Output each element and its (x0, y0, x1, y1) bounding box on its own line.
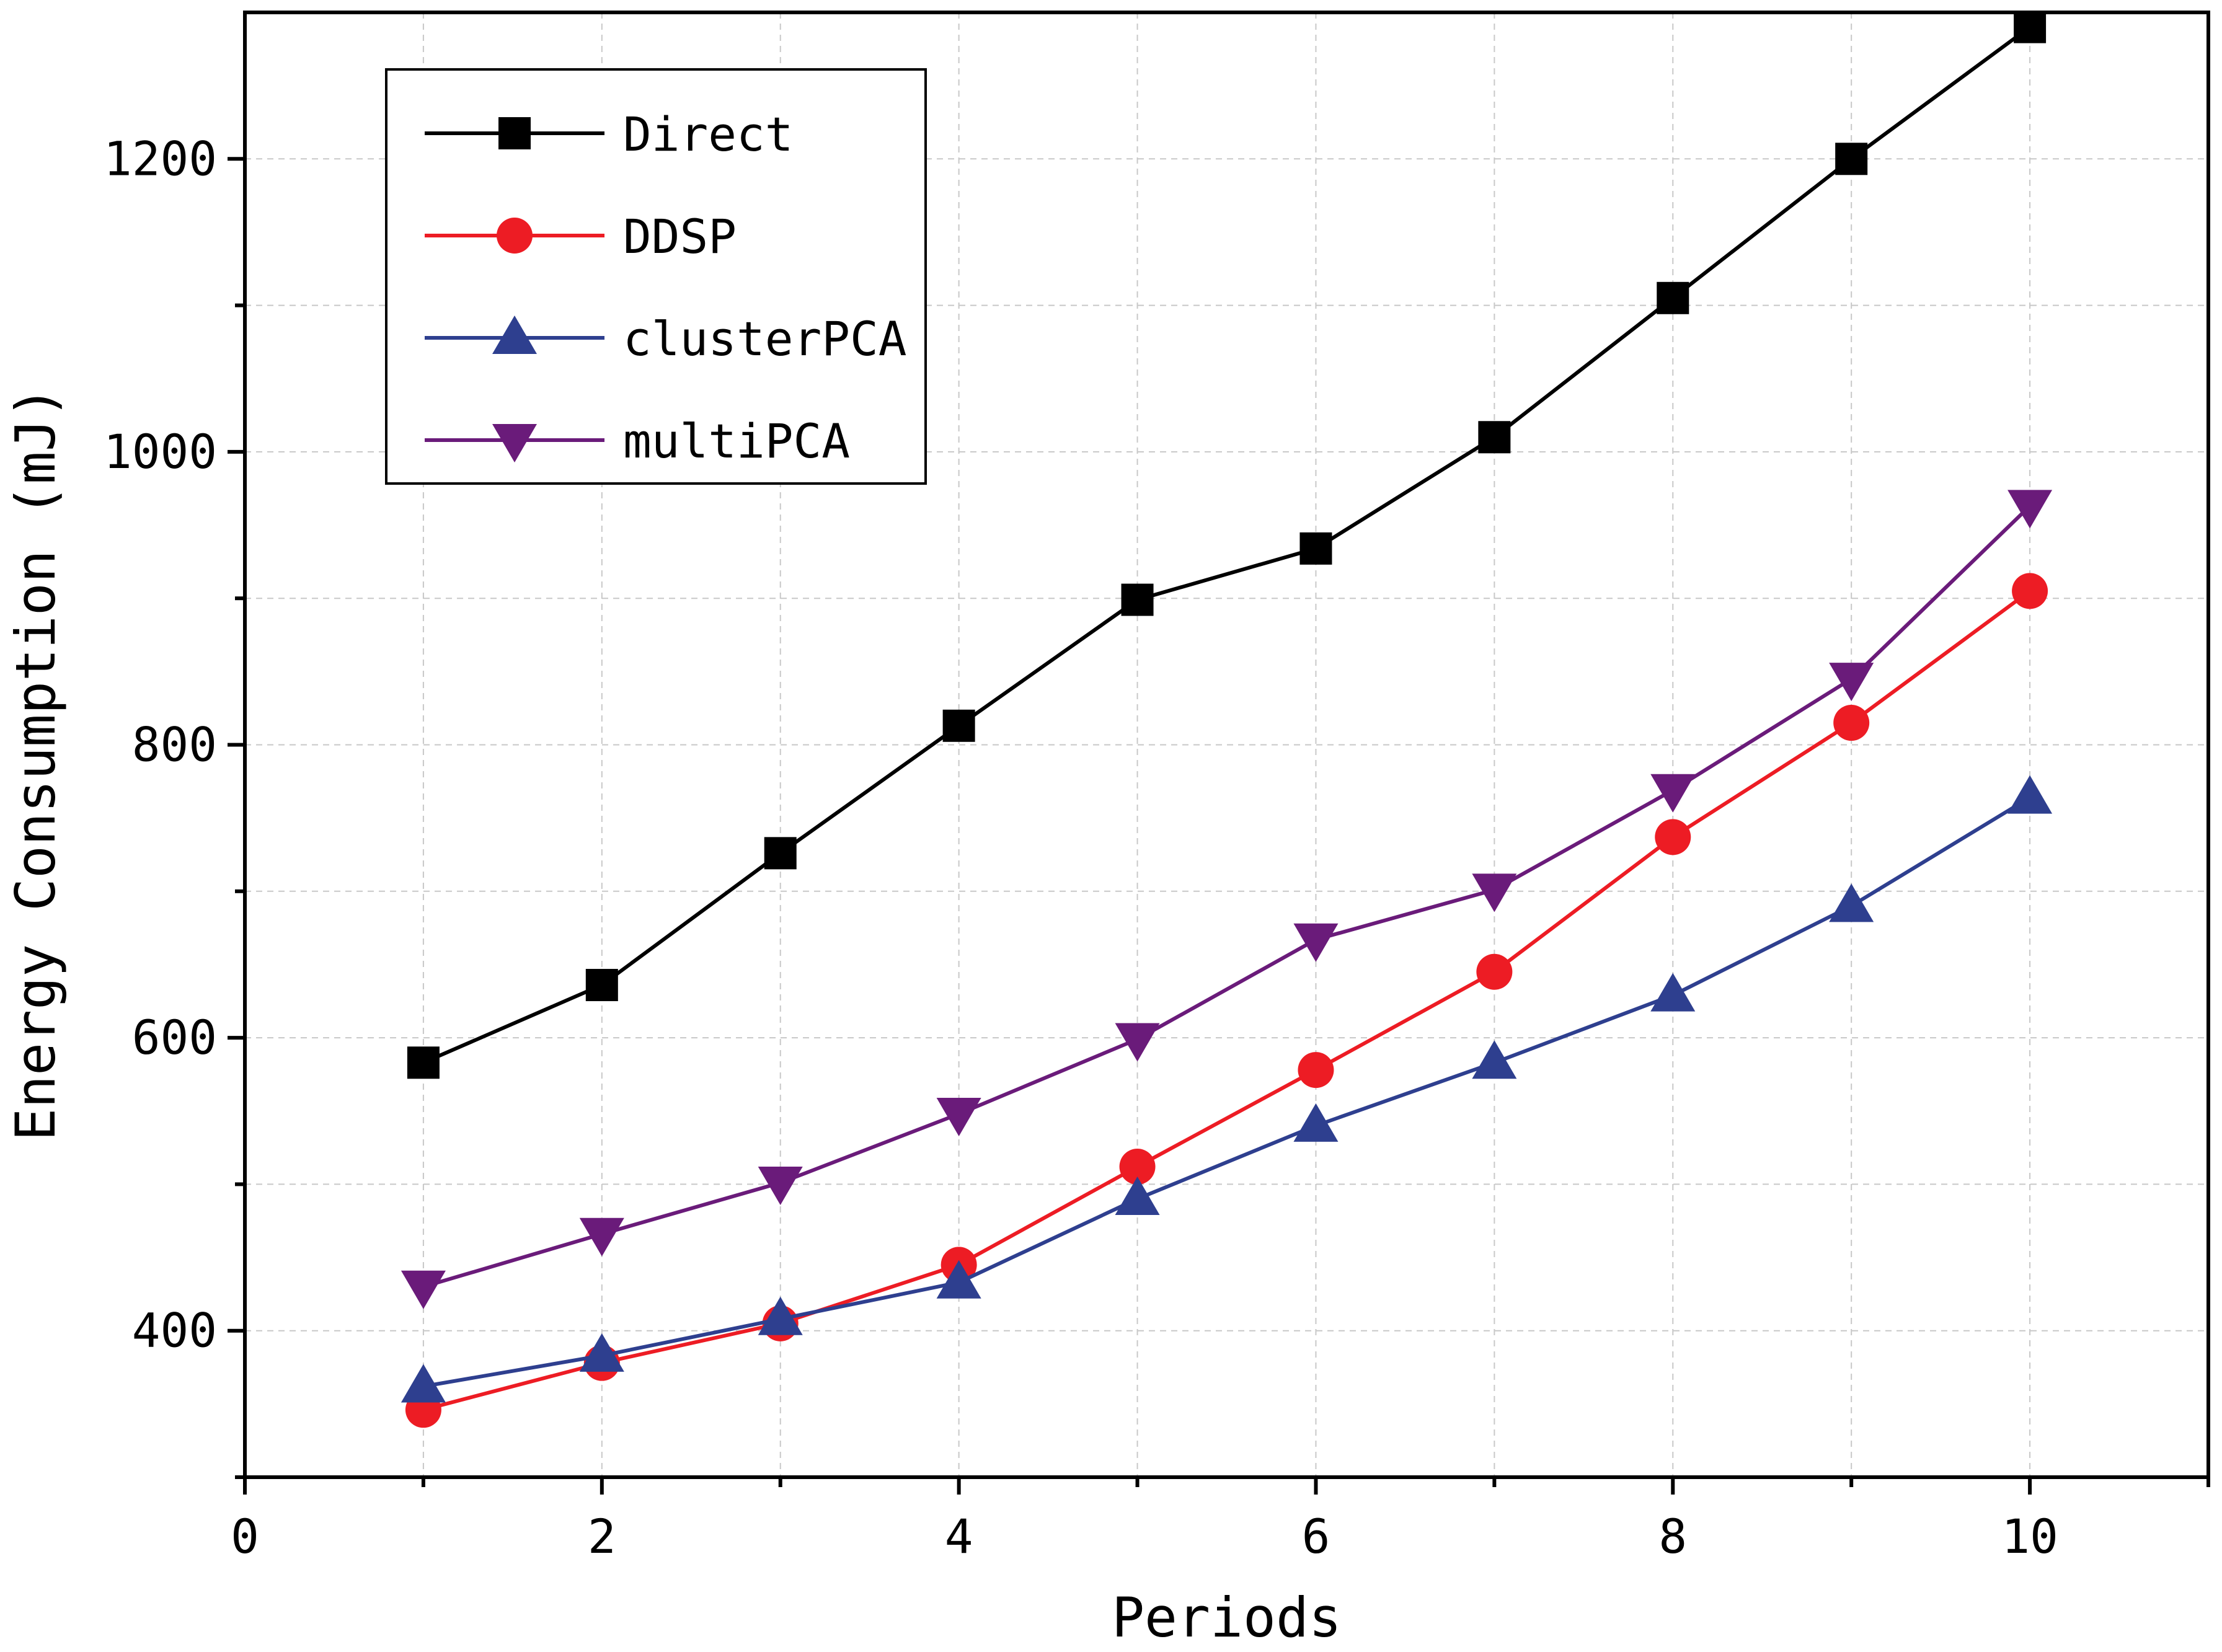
data-point-Direct (585, 969, 618, 1002)
data-point-multiPCA (1472, 873, 1517, 912)
data-point-clusterPCA (1829, 883, 1874, 922)
data-point-multiPCA (936, 1097, 981, 1136)
data-point-DDSP (1119, 1149, 1156, 1185)
data-point-clusterPCA (579, 1333, 624, 1372)
data-point-clusterPCA (1650, 973, 1696, 1012)
data-point-multiPCA (1829, 663, 1874, 702)
series-DDSP (405, 573, 2048, 1428)
data-point-Direct (764, 837, 797, 870)
data-point-multiPCA (758, 1167, 803, 1206)
data-point-DDSP (2012, 573, 2048, 609)
legend-box (385, 68, 927, 485)
data-point-DDSP (1655, 819, 1691, 855)
data-point-Direct (1478, 421, 1511, 454)
y-tick-label: 1000 (104, 424, 217, 479)
legend-label-clusterPCA: clusterPCA (623, 311, 907, 366)
x-tick-label: 0 (231, 1509, 259, 1564)
data-point-clusterPCA (1472, 1040, 1517, 1079)
legend-marker-clusterPCA (492, 316, 537, 354)
y-tick-label: 600 (132, 1010, 217, 1065)
data-point-Direct (942, 709, 975, 742)
data-point-multiPCA (2007, 490, 2053, 529)
data-point-multiPCA (1115, 1023, 1160, 1062)
data-point-multiPCA (579, 1217, 624, 1257)
legend-label-DDSP: DDSP (623, 209, 737, 264)
data-point-clusterPCA (401, 1364, 446, 1403)
data-point-clusterPCA (1293, 1103, 1339, 1142)
legend-marker-DDSP (497, 218, 533, 254)
data-point-multiPCA (1650, 774, 1696, 813)
series-line-multiPCA (423, 505, 2032, 1289)
data-point-Direct (1121, 583, 1154, 616)
data-point-multiPCA (401, 1270, 446, 1309)
series-clusterPCA (401, 775, 2053, 1403)
data-point-clusterPCA (1115, 1177, 1160, 1216)
data-point-Direct (1299, 532, 1332, 565)
data-point-Direct (1657, 281, 1689, 314)
data-point-clusterPCA (758, 1296, 803, 1335)
data-series (401, 11, 2053, 1428)
data-point-DDSP (1298, 1052, 1334, 1089)
data-point-Direct (407, 1046, 440, 1079)
data-point-clusterPCA (2007, 775, 2053, 814)
x-axis-title: Periods (1112, 1586, 1342, 1649)
legend: Direct DDSP clusterPCA multiPCA (385, 68, 927, 485)
data-point-Direct (1835, 143, 1868, 175)
x-tick-label: 2 (588, 1509, 616, 1564)
x-tick-label: 10 (2001, 1509, 2058, 1564)
data-point-DDSP (1833, 705, 1870, 741)
data-point-DDSP (1476, 953, 1513, 990)
y-tick-label: 800 (132, 717, 217, 772)
legend-marker-multiPCA (492, 424, 537, 462)
x-tick-label: 6 (1302, 1509, 1330, 1564)
x-tick-label: 8 (1658, 1509, 1687, 1564)
tick-marks: 0 2 4 6 8 10 400 600 800 1000 1200 (104, 131, 2210, 1564)
y-tick-label: 1200 (104, 131, 217, 186)
series-line-clusterPCA (423, 796, 2031, 1389)
legend-label-multiPCA: multiPCA (623, 413, 850, 469)
series-Direct (407, 11, 2047, 1079)
data-point-clusterPCA (936, 1260, 981, 1299)
y-axis-title: Energy Consumption (mJ) (4, 386, 68, 1141)
legend-marker-Direct (498, 117, 531, 149)
series-multiPCA (401, 490, 2053, 1309)
x-tick-label: 4 (945, 1509, 973, 1564)
series-line-Direct (422, 25, 2031, 1065)
y-tick-label: 400 (132, 1303, 217, 1358)
data-point-Direct (2014, 11, 2047, 43)
legend-label-Direct: Direct (623, 107, 794, 162)
data-point-multiPCA (1293, 923, 1339, 962)
series-line-DDSP (423, 589, 2031, 1412)
